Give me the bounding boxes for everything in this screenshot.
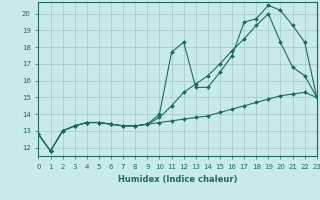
X-axis label: Humidex (Indice chaleur): Humidex (Indice chaleur)	[118, 175, 237, 184]
